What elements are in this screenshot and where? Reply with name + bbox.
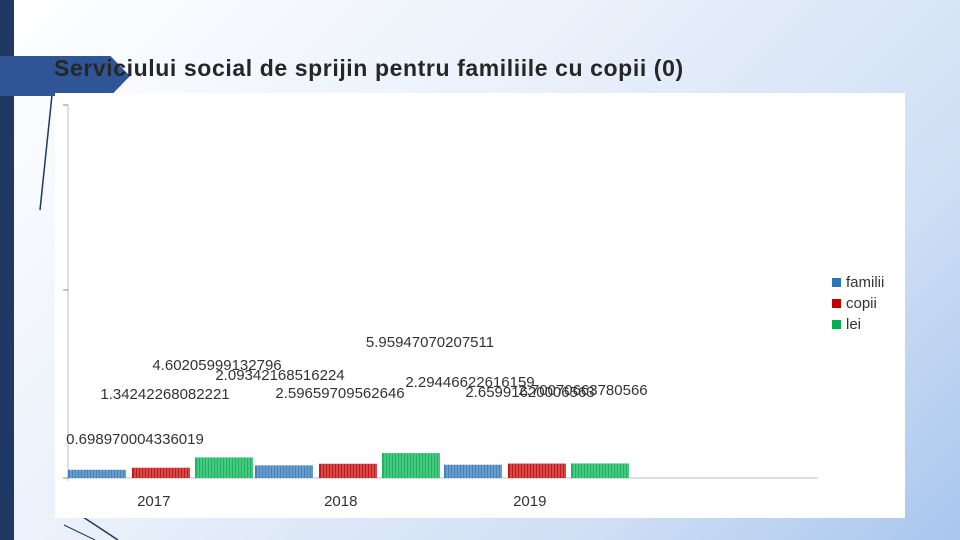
title-arrow-accent [0,56,130,96]
slide-left-bar [0,0,14,540]
legend-swatch [832,299,841,308]
legend-label: copii [846,295,877,312]
chart-panel: 2017 2018 2019 0.698970004336019 2.093421685… [55,93,905,518]
data-label-copii-2018: 2.59659709562646 [275,385,404,402]
legend-label: lei [846,316,862,333]
data-label-copii-2019: 2.65991620006563 [465,384,594,401]
chart-legend: familii copii lei [832,272,884,335]
decorative-lines [39,94,119,540]
x-tick-label-2017: 2017 [137,493,170,510]
bar-lei-2018 [382,453,440,478]
legend-label: familii [846,274,885,291]
data-label-lei-2019: 2.70070663780566 [518,382,647,399]
data-label-copii-2017: 1.34242268082221 [100,386,229,403]
bar-copii-2018 [319,463,377,478]
bar-lei-2017 [195,457,253,478]
data-label-lei-2018: 5.95947070207511 [366,334,494,351]
data-label-familii-2018: 2.09342168516224 [215,367,344,384]
legend-item-copii: copii [832,293,884,314]
bar-chart: 2017 2018 2019 0.698970004336019 2.093421685… [63,104,818,510]
legend-item-lei: lei [832,314,884,335]
bar-familii-2019 [444,464,502,478]
data-label-lei-2017: 4.60205999132796 [152,357,281,374]
data-label-familii-2019: 2.29446622616159 [405,374,534,391]
x-tick-label-2018: 2018 [324,493,357,510]
slide-title: Serviciului social de sprijin pentru fam… [54,55,684,81]
bar-familii-2018 [255,465,313,478]
data-label-familii-2017: 0.698970004336019 [66,431,204,448]
legend-item-familii: familii [832,272,884,293]
bar-copii-2019 [508,463,566,478]
bar-lei-2019 [571,463,629,478]
legend-swatch [832,278,841,287]
legend-swatch [832,320,841,329]
x-tick-label-2019: 2019 [513,493,546,510]
bar-familii-2017 [68,469,126,478]
bar-copii-2017 [132,467,190,478]
